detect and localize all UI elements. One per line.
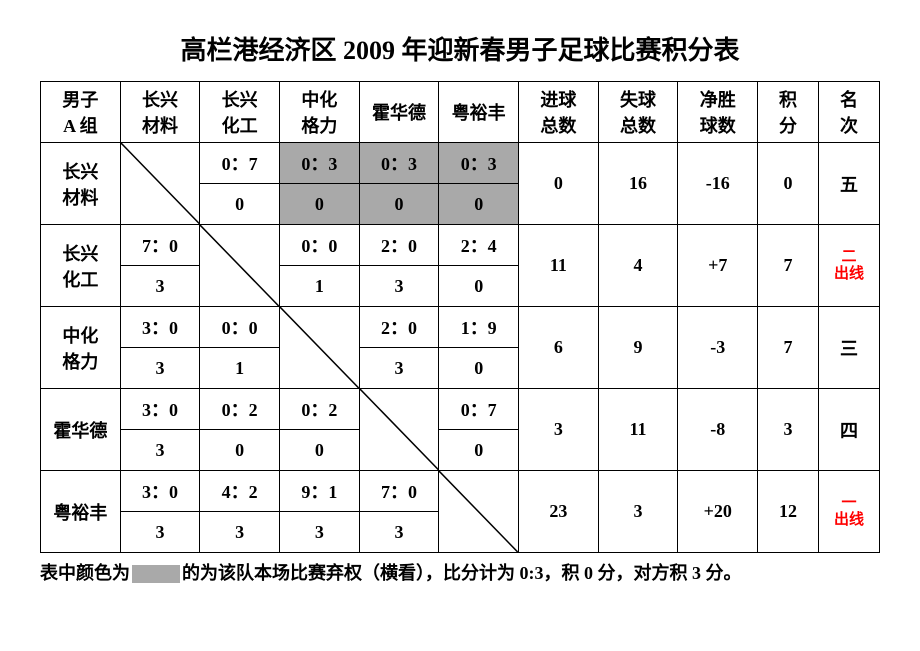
score-cell: 2：0 xyxy=(359,307,439,348)
goal-diff: +20 xyxy=(678,471,758,553)
score-cell: 3：0 xyxy=(120,307,200,348)
stat-header-3: 积分 xyxy=(758,82,819,143)
points-cell: 3 xyxy=(359,348,439,389)
team-header-3: 霍华德 xyxy=(359,82,439,143)
row-name: 中化格力 xyxy=(41,307,121,389)
goals-against: 16 xyxy=(598,143,678,225)
score-cell: 0：2 xyxy=(200,389,280,430)
diagonal-cell xyxy=(280,307,360,389)
group-header: 男子A 组 xyxy=(41,82,121,143)
team-header-0: 长兴材料 xyxy=(120,82,200,143)
score-cell: 4：2 xyxy=(200,471,280,512)
rank-cell: 四 xyxy=(818,389,879,471)
score-cell: 7：0 xyxy=(120,225,200,266)
row-name: 霍华德 xyxy=(41,389,121,471)
goal-diff: +7 xyxy=(678,225,758,307)
score-cell: 0：3 xyxy=(359,143,439,184)
rank-cell: 一出线 xyxy=(818,471,879,553)
footnote-suffix: 的为该队本场比赛弃权（横看），比分计为 0:3，积 0 分，对方积 3 分。 xyxy=(182,563,742,583)
goal-diff: -3 xyxy=(678,307,758,389)
goals-against: 9 xyxy=(598,307,678,389)
stat-header-2: 净胜球数 xyxy=(678,82,758,143)
score-cell: 2：4 xyxy=(439,225,519,266)
score-cell: 0：3 xyxy=(439,143,519,184)
diagonal-cell xyxy=(120,143,200,225)
rank-cell: 三 xyxy=(818,307,879,389)
goals-against: 4 xyxy=(598,225,678,307)
goals-for: 6 xyxy=(519,307,599,389)
row-name: 粤裕丰 xyxy=(41,471,121,553)
total-points: 12 xyxy=(758,471,819,553)
total-points: 0 xyxy=(758,143,819,225)
row-name: 长兴化工 xyxy=(41,225,121,307)
row-name: 长兴材料 xyxy=(41,143,121,225)
points-cell: 0 xyxy=(280,430,360,471)
table-row: 霍华德3：00：20：20：7311-83四 xyxy=(41,389,880,430)
total-points: 3 xyxy=(758,389,819,471)
goals-against: 11 xyxy=(598,389,678,471)
goal-diff: -8 xyxy=(678,389,758,471)
total-points: 7 xyxy=(758,307,819,389)
goals-against: 3 xyxy=(598,471,678,553)
points-cell: 0 xyxy=(280,184,360,225)
stat-header-1: 失球总数 xyxy=(598,82,678,143)
goals-for: 0 xyxy=(519,143,599,225)
rank-cell: 二出线 xyxy=(818,225,879,307)
points-cell: 0 xyxy=(200,184,280,225)
score-cell: 2：0 xyxy=(359,225,439,266)
points-cell: 3 xyxy=(359,512,439,553)
score-cell: 0：7 xyxy=(200,143,280,184)
points-cell: 0 xyxy=(439,266,519,307)
points-cell: 0 xyxy=(439,430,519,471)
stat-header-4: 名次 xyxy=(818,82,879,143)
points-cell: 3 xyxy=(200,512,280,553)
page-title: 高栏港经济区 2009 年迎新春男子足球比赛积分表 xyxy=(40,30,880,67)
points-cell: 1 xyxy=(200,348,280,389)
points-cell: 3 xyxy=(120,430,200,471)
diagonal-cell xyxy=(359,389,439,471)
total-points: 7 xyxy=(758,225,819,307)
points-cell: 3 xyxy=(120,512,200,553)
team-header-1: 长兴化工 xyxy=(200,82,280,143)
diagonal-cell xyxy=(200,225,280,307)
goals-for: 23 xyxy=(519,471,599,553)
points-cell: 3 xyxy=(120,266,200,307)
table-row: 中化格力3：00：02：01：969-37三 xyxy=(41,307,880,348)
points-cell: 0 xyxy=(439,348,519,389)
header-row: 男子A 组长兴材料长兴化工中化格力霍华德粤裕丰进球总数失球总数净胜球数积分名次 xyxy=(41,82,880,143)
score-cell: 0：0 xyxy=(280,225,360,266)
score-cell: 0：7 xyxy=(439,389,519,430)
points-cell: 1 xyxy=(280,266,360,307)
table-row: 长兴材料0：70：30：30：3016-160五 xyxy=(41,143,880,184)
stat-header-0: 进球总数 xyxy=(519,82,599,143)
standings-table: 男子A 组长兴材料长兴化工中化格力霍华德粤裕丰进球总数失球总数净胜球数积分名次长… xyxy=(40,81,880,553)
team-header-2: 中化格力 xyxy=(280,82,360,143)
diagonal-cell xyxy=(439,471,519,553)
score-cell: 0：3 xyxy=(280,143,360,184)
points-cell: 0 xyxy=(439,184,519,225)
points-cell: 3 xyxy=(359,266,439,307)
score-cell: 0：0 xyxy=(200,307,280,348)
points-cell: 3 xyxy=(120,348,200,389)
points-cell: 0 xyxy=(359,184,439,225)
score-cell: 0：2 xyxy=(280,389,360,430)
score-cell: 3：0 xyxy=(120,389,200,430)
score-cell: 7：0 xyxy=(359,471,439,512)
footnote: 表中颜色为 的为该队本场比赛弃权（横看），比分计为 0:3，积 0 分，对方积 3… xyxy=(40,559,880,585)
footnote-prefix: 表中颜色为 xyxy=(40,563,130,583)
points-cell: 3 xyxy=(280,512,360,553)
rank-cell: 五 xyxy=(818,143,879,225)
goals-for: 3 xyxy=(519,389,599,471)
team-header-4: 粤裕丰 xyxy=(439,82,519,143)
score-cell: 3：0 xyxy=(120,471,200,512)
points-cell: 0 xyxy=(200,430,280,471)
goal-diff: -16 xyxy=(678,143,758,225)
score-cell: 1：9 xyxy=(439,307,519,348)
table-row: 粤裕丰3：04：29：17：0233+2012一出线 xyxy=(41,471,880,512)
table-row: 长兴化工7：00：02：02：4114+77二出线 xyxy=(41,225,880,266)
shaded-swatch xyxy=(132,565,180,583)
goals-for: 11 xyxy=(519,225,599,307)
score-cell: 9：1 xyxy=(280,471,360,512)
